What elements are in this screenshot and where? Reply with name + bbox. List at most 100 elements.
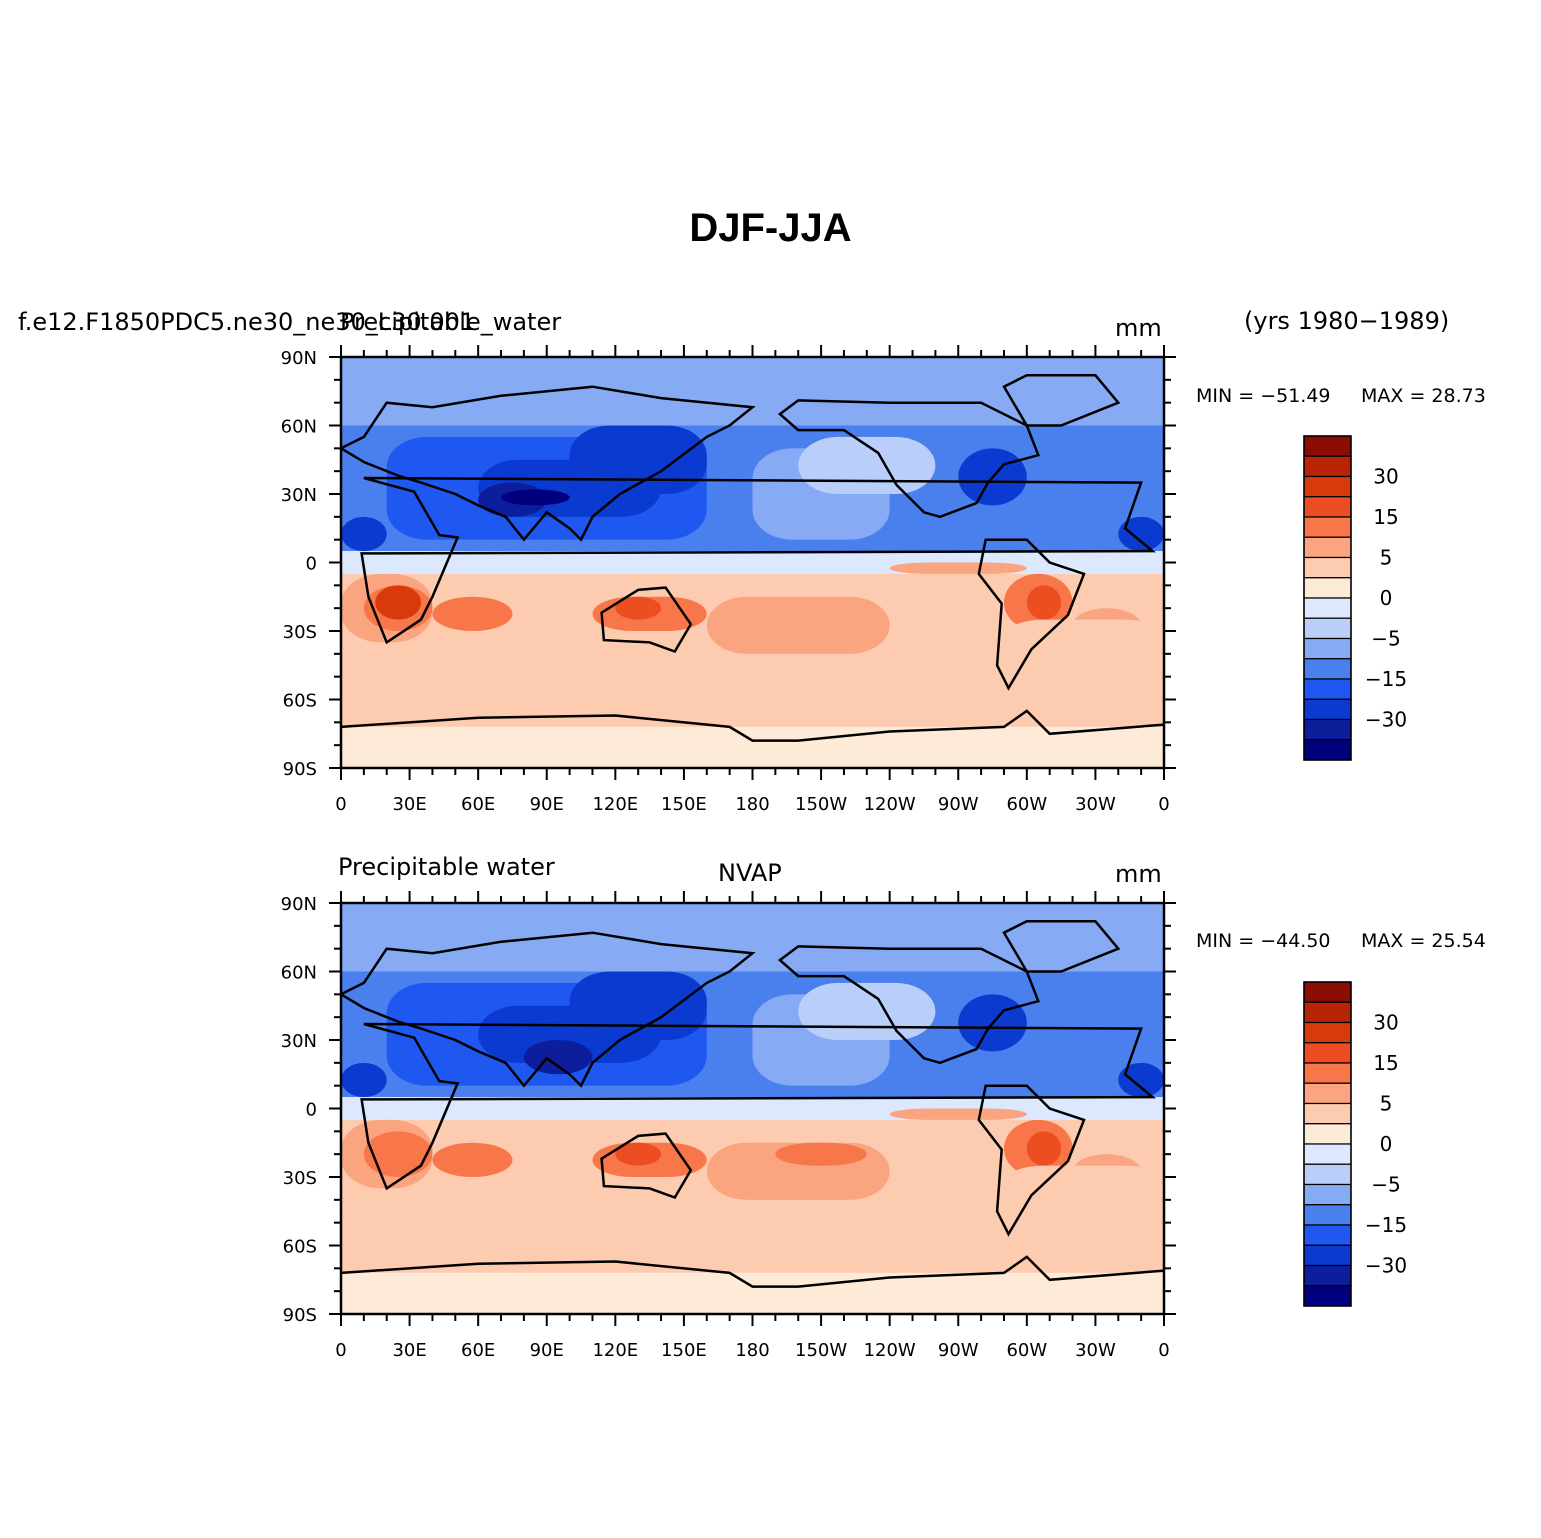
- colorbar-swatch: [1303, 1204, 1352, 1226]
- field-region: [615, 596, 662, 620]
- contour-fill: [341, 903, 1164, 1314]
- lon-tick-label: 30W: [1075, 794, 1116, 815]
- lon-tick-label: 60W: [1006, 1340, 1047, 1361]
- lon-tick-label: 150E: [661, 794, 707, 815]
- lat-tick-label: 30N: [281, 485, 317, 506]
- colorbar-swatch: [1303, 1285, 1352, 1307]
- lon-tick-label: 60W: [1006, 794, 1047, 815]
- field-region: [341, 357, 1164, 426]
- field-region: [523, 1040, 593, 1075]
- colorbar-label: 15: [1373, 505, 1398, 529]
- coast-australia: [600, 586, 693, 654]
- colorbar-label: 0: [1380, 586, 1393, 610]
- colorbar-swatch: [1303, 678, 1352, 700]
- colorbar-swatch: [1303, 1062, 1352, 1084]
- lon-tick-label: 120W: [864, 1340, 916, 1361]
- panel1-variable: Precipitable_water: [340, 308, 562, 336]
- colorbar-swatch: [1303, 1082, 1352, 1105]
- colorbar: 30 15 5 0 −5 −15 −30: [1303, 981, 1407, 1307]
- colorbar-label: −30: [1365, 708, 1407, 732]
- coast-south-america: [977, 538, 1086, 691]
- lon-tick-label: 90W: [938, 794, 979, 815]
- lon-tick-label: 60E: [461, 1340, 495, 1361]
- colorbar-swatch: [1303, 516, 1352, 538]
- field-region: [341, 1062, 387, 1098]
- colorbar-label: 0: [1380, 1132, 1393, 1156]
- field-region: [341, 1272, 1164, 1314]
- field-region: [1118, 516, 1164, 552]
- colorbar-swatch: [1303, 1163, 1352, 1186]
- panel2-max: MAX = 25.54: [1361, 930, 1486, 952]
- lon-tick-label: 30E: [392, 794, 426, 815]
- lat-tick-label: 60N: [281, 963, 317, 984]
- lon-tick-label: 180: [735, 1340, 769, 1361]
- colorbar-swatch: [1303, 1042, 1352, 1064]
- field-region: [341, 516, 387, 552]
- lon-tick-label: 30W: [1075, 1340, 1116, 1361]
- lon-tick-label: 150W: [795, 794, 847, 815]
- colorbar-swatch: [1303, 1143, 1352, 1165]
- field-region: [889, 562, 1027, 574]
- colorbar-label: −15: [1365, 667, 1407, 691]
- field-region: [706, 596, 890, 654]
- colorbar-swatch: [1303, 496, 1352, 518]
- field-region: [363, 1131, 433, 1177]
- panel1-case-name: f.e12.F1850PDC5.ne30_ne30_L30.001: [18, 308, 476, 336]
- colorbar-label: −5: [1371, 1173, 1400, 1197]
- colorbar-swatch: [1303, 1001, 1352, 1024]
- colorbar-swatch: [1303, 577, 1352, 599]
- colorbar-swatch: [1303, 658, 1352, 680]
- lon-tick-label: 90E: [530, 1340, 564, 1361]
- lon-tick-label: 60E: [461, 794, 495, 815]
- coast-antarctica: [341, 709, 1164, 742]
- coast-greenland: [1002, 920, 1121, 973]
- colorbar-swatch: [1303, 1183, 1352, 1206]
- lat-tick-label: 90S: [283, 759, 317, 780]
- lat-tick-label: 30S: [283, 1168, 317, 1189]
- field-region: [501, 489, 570, 506]
- field-region: [1026, 585, 1062, 620]
- colorbar-label: −30: [1365, 1254, 1407, 1278]
- lon-tick-label: 150W: [795, 1340, 847, 1361]
- panel1-years: (yrs 1980−1989): [1244, 307, 1450, 335]
- colorbar-swatch: [1303, 981, 1352, 1003]
- lon-tick-label: 0: [335, 794, 346, 815]
- lat-tick-label: 90N: [281, 894, 317, 915]
- lon-tick-label: 0: [335, 1340, 346, 1361]
- field-region: [432, 596, 513, 631]
- lat-tick-label: 0: [306, 1100, 317, 1121]
- lat-tick-label: 90S: [283, 1305, 317, 1326]
- field-region: [1026, 1131, 1062, 1166]
- colorbar-swatch: [1303, 718, 1352, 741]
- lon-tick-label: 90W: [938, 1340, 979, 1361]
- panel1-max: MAX = 28.73: [1361, 385, 1486, 407]
- lat-tick-label: 30N: [281, 1031, 317, 1052]
- field-region: [615, 1142, 662, 1166]
- field-region: [375, 585, 422, 620]
- colorbar-swatch: [1303, 617, 1352, 640]
- lon-tick-label: 120E: [592, 794, 638, 815]
- panel1-min: MIN = −51.49: [1196, 385, 1331, 407]
- lon-tick-label: 0: [1158, 794, 1169, 815]
- coast-south-america: [977, 1084, 1086, 1237]
- lat-tick-label: 60S: [283, 691, 317, 712]
- contour-fill: [341, 357, 1164, 768]
- colorbar-swatch: [1303, 1264, 1352, 1287]
- field-region: [432, 1142, 513, 1177]
- colorbar-swatch: [1303, 1102, 1352, 1125]
- field-region: [889, 1108, 1027, 1120]
- figure-title: DJF-JJA: [689, 206, 852, 250]
- lon-tick-label: 180: [735, 794, 769, 815]
- colorbar-swatch: [1303, 455, 1352, 478]
- lon-tick-label: 0: [1158, 1340, 1169, 1361]
- colorbar-label: −15: [1365, 1213, 1407, 1237]
- coast-north-america: [777, 399, 1040, 519]
- lat-tick-label: 0: [306, 554, 317, 575]
- coastlines: [341, 374, 1164, 742]
- coast-eurasia: [341, 931, 756, 1088]
- colorbar-label: 30: [1373, 1011, 1398, 1035]
- colorbar-swatch: [1303, 435, 1352, 457]
- lat-tick-label: 60S: [283, 1237, 317, 1258]
- field-region: [1003, 619, 1164, 654]
- field-region: [775, 1142, 867, 1166]
